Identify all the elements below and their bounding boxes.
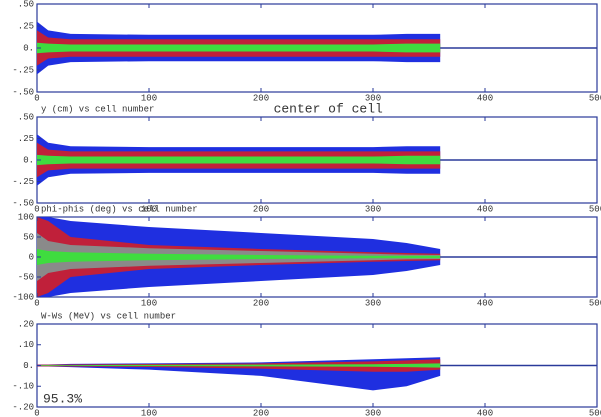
y-tick-label: .25	[18, 134, 34, 144]
y-tick-label: -50	[18, 272, 34, 282]
x-tick-label: 0	[34, 204, 39, 214]
y-tick-label: -100	[12, 292, 34, 302]
y-tick-label: -.10	[12, 382, 34, 392]
x-tick-label: 500	[589, 408, 601, 417]
y-tick-label: 0.	[23, 361, 34, 371]
x-tick-label: 0	[34, 408, 39, 417]
panel-title: phi-phis (deg) vs cell number	[41, 204, 198, 214]
x-tick-label: 400	[477, 93, 493, 103]
x-tick-label: 500	[589, 298, 601, 308]
x-tick-label: 100	[141, 408, 157, 417]
y-tick-label: -.25	[12, 177, 34, 187]
annotation: 95.3%	[43, 391, 82, 406]
y-tick-label: .20	[18, 319, 34, 329]
x-tick-label: 400	[477, 298, 493, 308]
y-tick-label: 100	[18, 212, 34, 222]
y-tick-label: .25	[18, 21, 34, 31]
y-tick-label: -.50	[12, 198, 34, 208]
y-tick-label: 0.	[23, 155, 34, 165]
y-tick-label: .10	[18, 340, 34, 350]
x-tick-label: 100	[141, 298, 157, 308]
x-tick-label: 200	[253, 204, 269, 214]
x-tick-label: 500	[589, 93, 601, 103]
x-tick-label: 300	[365, 204, 381, 214]
x-tick-label: 300	[365, 298, 381, 308]
y-tick-label: .50	[18, 112, 34, 122]
x-tick-label: 200	[253, 298, 269, 308]
x-tick-label: 500	[589, 204, 601, 214]
x-tick-label: 400	[477, 204, 493, 214]
x-tick-label: 200	[253, 408, 269, 417]
annotation: center of cell	[274, 101, 383, 116]
panel-title: W-Ws (MeV) vs cell number	[41, 311, 176, 321]
y-tick-label: -.50	[12, 87, 34, 97]
x-tick-label: 0	[34, 93, 39, 103]
y-tick-label: -.25	[12, 65, 34, 75]
x-tick-label: 400	[477, 408, 493, 417]
y-tick-label: -.20	[12, 402, 34, 412]
y-tick-label: 50	[23, 232, 34, 242]
y-tick-label: .50	[18, 0, 34, 9]
panel-title: y (cm) vs cell number	[41, 104, 154, 114]
y-tick-label: 0.	[23, 43, 34, 53]
x-tick-label: 300	[365, 408, 381, 417]
figure: .50.250.-.25-.500100200300400500.50.250.…	[0, 0, 601, 417]
y-tick-label: 0	[29, 252, 34, 262]
x-tick-label: 200	[253, 93, 269, 103]
x-tick-label: 0	[34, 298, 39, 308]
x-tick-label: 100	[141, 93, 157, 103]
